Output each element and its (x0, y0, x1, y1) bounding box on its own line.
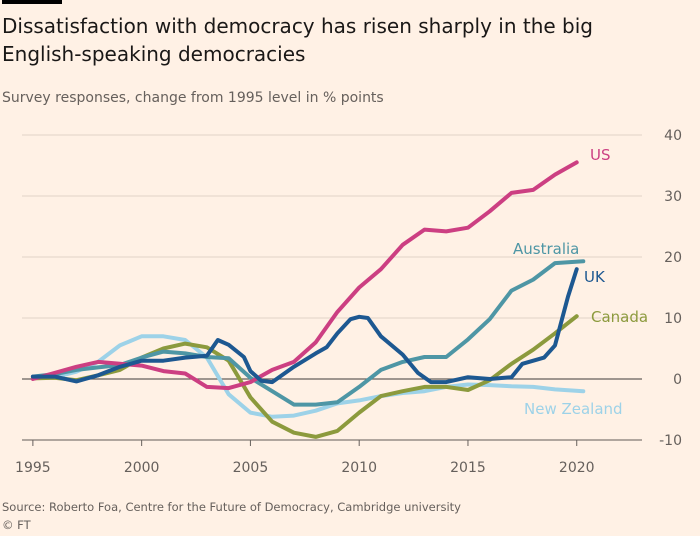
series-label-uk: UK (584, 268, 606, 286)
copyright-note: © FT (2, 518, 31, 532)
lines-layer (30, 160, 586, 439)
x-tick-label: 2000 (124, 460, 160, 476)
y-tick-label: 10 (664, 311, 682, 327)
axis-labels-layer: -10 0 10 20 30 40 1995 2000 2005 2010 2015 2020 (15, 128, 682, 476)
x-tick-label: 2010 (341, 460, 377, 476)
x-tick-label: 1995 (15, 460, 51, 476)
series-line-uk (30, 267, 579, 385)
x-tick-label: 2020 (559, 460, 595, 476)
y-tick-label: 30 (664, 189, 682, 205)
series-line-australia (30, 259, 586, 407)
chart-subtitle: Survey responses, change from 1995 level… (2, 90, 384, 106)
top-rule (2, 0, 62, 4)
y-tick-label: 20 (664, 250, 682, 266)
y-tick-label: 0 (673, 372, 682, 388)
series-labels-layer: US Australia UK Canada New Zealand (513, 146, 648, 418)
series-line-new-zealand (30, 334, 586, 419)
y-tick-label: 40 (664, 128, 682, 144)
line-chart: -10 0 10 20 30 40 1995 2000 2005 2010 2015 2020 US A… (15, 128, 682, 476)
y-tick-label: -10 (659, 433, 682, 449)
series-label-new-zealand: New Zealand (524, 400, 623, 418)
series-label-australia: Australia (513, 240, 579, 258)
x-tick-label: 2005 (233, 460, 269, 476)
x-tick-label: 2015 (450, 460, 486, 476)
series-label-canada: Canada (591, 308, 648, 326)
chart-title: Dissatisfaction with democracy has risen… (2, 14, 593, 66)
series-label-us: US (590, 146, 611, 164)
grid-layer (22, 134, 642, 446)
source-note: Source: Roberto Foa, Centre for the Futu… (2, 500, 461, 514)
